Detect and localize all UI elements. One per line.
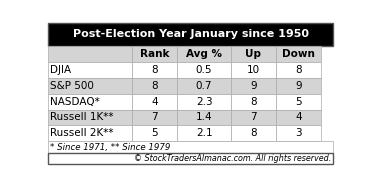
Text: DJIA: DJIA xyxy=(50,65,71,75)
Text: 7: 7 xyxy=(151,112,158,122)
Bar xyxy=(48,94,132,110)
Text: 5: 5 xyxy=(295,97,302,107)
Text: 9: 9 xyxy=(295,81,302,91)
Text: 5: 5 xyxy=(151,128,158,138)
Text: Up: Up xyxy=(246,49,262,59)
Bar xyxy=(276,78,321,94)
Bar xyxy=(132,46,177,63)
Text: 0.5: 0.5 xyxy=(196,65,212,75)
Text: Post-Election Year January since 1950: Post-Election Year January since 1950 xyxy=(73,29,309,39)
Bar xyxy=(177,125,231,141)
Bar xyxy=(177,94,231,110)
Bar xyxy=(48,153,333,164)
Bar xyxy=(231,94,276,110)
Bar xyxy=(132,94,177,110)
Bar xyxy=(276,63,321,78)
Text: 3: 3 xyxy=(295,128,302,138)
Bar xyxy=(276,94,321,110)
Bar xyxy=(48,46,132,63)
Text: Avg %: Avg % xyxy=(186,49,222,59)
Bar xyxy=(231,63,276,78)
Bar xyxy=(177,78,231,94)
Text: 8: 8 xyxy=(151,65,158,75)
Text: 8: 8 xyxy=(151,81,158,91)
Text: Down: Down xyxy=(282,49,315,59)
Text: Russell 1K**: Russell 1K** xyxy=(50,112,114,122)
Bar xyxy=(276,110,321,125)
Bar xyxy=(132,110,177,125)
Bar xyxy=(48,78,132,94)
Text: 10: 10 xyxy=(247,65,260,75)
Text: Rank: Rank xyxy=(140,49,169,59)
Bar xyxy=(48,110,132,125)
Text: NASDAQ*: NASDAQ* xyxy=(50,97,100,107)
Text: 8: 8 xyxy=(250,128,257,138)
Text: * Since 1971, ** Since 1979: * Since 1971, ** Since 1979 xyxy=(50,143,171,152)
Bar xyxy=(48,63,132,78)
Text: Russell 2K**: Russell 2K** xyxy=(50,128,114,138)
Bar xyxy=(177,63,231,78)
Text: 7: 7 xyxy=(250,112,257,122)
Text: 0.7: 0.7 xyxy=(196,81,212,91)
Bar xyxy=(48,141,333,153)
Text: 8: 8 xyxy=(295,65,302,75)
Text: 2.3: 2.3 xyxy=(196,97,212,107)
Bar xyxy=(231,46,276,63)
Text: 8: 8 xyxy=(250,97,257,107)
Text: S&P 500: S&P 500 xyxy=(50,81,94,91)
Text: 4: 4 xyxy=(295,112,302,122)
Bar xyxy=(276,125,321,141)
Bar xyxy=(231,78,276,94)
Bar xyxy=(48,23,333,46)
Bar xyxy=(48,125,132,141)
Bar xyxy=(132,125,177,141)
Text: 9: 9 xyxy=(250,81,257,91)
Text: 1.4: 1.4 xyxy=(196,112,212,122)
Bar xyxy=(177,110,231,125)
Text: © StockTradersAlmanac.com. All rights reserved.: © StockTradersAlmanac.com. All rights re… xyxy=(134,154,331,163)
Text: 4: 4 xyxy=(151,97,158,107)
Bar xyxy=(177,46,231,63)
Bar xyxy=(231,110,276,125)
Bar xyxy=(132,78,177,94)
Bar xyxy=(132,63,177,78)
Text: 2.1: 2.1 xyxy=(196,128,212,138)
Bar xyxy=(231,125,276,141)
Bar xyxy=(276,46,321,63)
